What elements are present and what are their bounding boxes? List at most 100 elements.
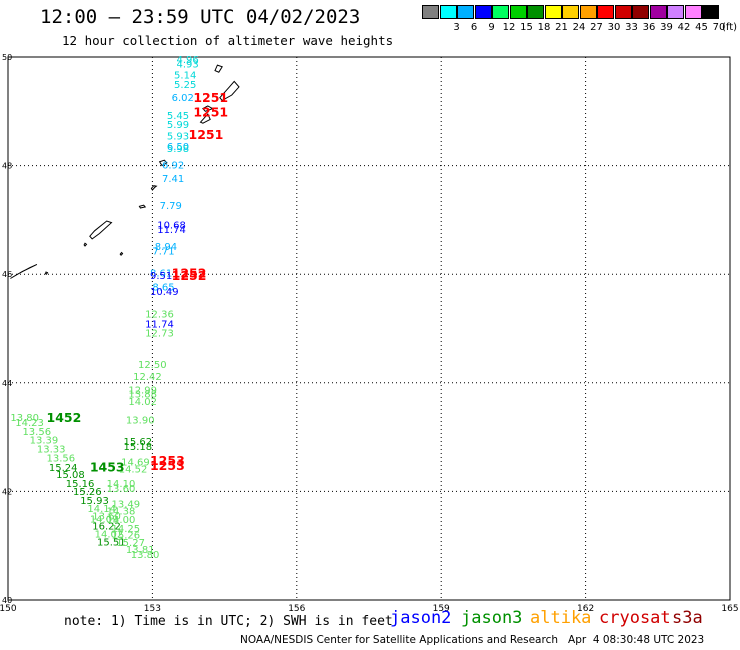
island-outline	[199, 113, 211, 124]
latitude-tick-label: 50	[2, 53, 12, 62]
wave-height-value: 12.99	[128, 386, 157, 397]
island-outline	[119, 251, 124, 256]
color-scale-label: 45	[695, 22, 708, 33]
island-outline	[89, 220, 113, 240]
color-scale-swatch	[597, 5, 614, 19]
color-scale-label: 21	[555, 22, 568, 33]
footer-credit: NOAA/NESDIS Center for Satellite Applica…	[240, 634, 705, 646]
longitude-tick-label: 159	[433, 604, 450, 614]
island-outline	[10, 263, 38, 279]
pass-time-label: 1253	[150, 458, 185, 473]
color-scale-label: 39	[660, 22, 673, 33]
wave-height-value: 4.96	[176, 55, 198, 66]
latitude-tick-label: 44	[2, 379, 12, 388]
wave-height-value: 8.61	[150, 268, 172, 279]
wave-height-value: 15.93	[80, 496, 109, 507]
wave-height-value: 14.69	[121, 457, 150, 468]
satellite-jason2-label: jason2	[390, 608, 452, 628]
island-outline	[83, 242, 88, 247]
color-scale-label: 12	[502, 22, 516, 33]
wave-height-value: 12.36	[145, 310, 174, 321]
wave-height-value: 13.80	[131, 550, 160, 561]
wave-height-value: 14.00	[107, 515, 136, 526]
island-outline	[214, 64, 223, 73]
color-scale-label: 70	[712, 22, 726, 33]
color-scale-label: 24	[572, 22, 586, 33]
wave-height-value: 13.88	[128, 389, 157, 400]
island-outline	[44, 271, 49, 275]
color-scale-label: 3	[453, 22, 460, 33]
wave-height-value: 12.73	[145, 329, 174, 340]
wave-height-value: 15.51	[97, 538, 126, 549]
color-scale-swatch	[527, 5, 544, 19]
wave-height-value: 15.24	[49, 463, 78, 474]
wave-height-value: 8.94	[155, 242, 177, 253]
color-scale-swatch	[632, 5, 649, 19]
color-scale-label: 27	[590, 22, 603, 33]
color-scale-swatch	[492, 5, 509, 19]
pass-time-label: 1251	[189, 127, 224, 142]
wave-height-value: 15.16	[66, 479, 95, 490]
wave-height-value: 14.25	[111, 524, 140, 535]
color-scale-label: 33	[625, 22, 638, 33]
island-outline	[150, 185, 158, 191]
wave-height-value: 10.68	[157, 221, 186, 232]
wave-height-value: 6.92	[162, 160, 184, 171]
wave-height-value: 13.60	[92, 512, 121, 523]
satellite-cryosat-label: cryosat	[599, 608, 671, 628]
pass-time-label: 1251	[193, 90, 228, 105]
wave-height-value: 15.18	[124, 442, 153, 453]
color-scale-swatch	[614, 5, 632, 19]
wave-height-value: 11.74	[157, 225, 186, 236]
wave-height-value: 16.22	[92, 521, 121, 532]
color-scale-swatch	[684, 5, 702, 19]
wave-height-value: 5.93	[167, 132, 189, 143]
island-outline	[158, 159, 168, 167]
color-scale-label: 18	[537, 22, 551, 33]
longitude-tick-label: 165	[721, 604, 738, 614]
wave-height-value: 13.39	[30, 436, 59, 447]
map-title: 12:00 – 23:59 UTC 04/02/2023	[40, 6, 361, 28]
wave-height-value: 15.62	[124, 437, 153, 448]
pass-time-label: 1253	[150, 453, 185, 468]
wave-height-value: 14.23	[15, 418, 44, 429]
color-scale-swatch	[474, 5, 492, 19]
color-scale-swatch	[509, 5, 527, 19]
longitude-tick-label: 156	[288, 604, 305, 614]
color-scale-swatch	[667, 5, 684, 19]
color-scale-unit: (ft)	[721, 22, 738, 33]
color-scale-swatch	[579, 5, 597, 19]
longitude-tick-label: 153	[144, 604, 161, 614]
wave-height-value: 8.65	[152, 282, 174, 293]
satellite-jason3-label: jason3	[461, 608, 523, 628]
color-scale-label: 15	[520, 22, 533, 33]
color-scale-label: 30	[607, 22, 621, 33]
wave-height-value: 6.50	[167, 142, 189, 153]
latitude-tick-label: 42	[2, 487, 12, 496]
pass-time-label: 1252	[172, 265, 207, 280]
map-frame	[7, 56, 731, 601]
latitude-tick-label: 46	[2, 270, 12, 279]
wave-height-value: 7.41	[162, 174, 184, 185]
wave-height-value: 12.50	[138, 360, 167, 371]
wave-height-value: 13.60	[107, 484, 136, 495]
latitude-tick-label: 48	[2, 162, 12, 171]
wave-height-value: 15.08	[56, 470, 85, 481]
footer-note: note: 1) Time is in UTC; 2) SWH is in fe…	[64, 614, 393, 629]
wave-height-value: 14.10	[107, 479, 136, 490]
wave-height-value: 13.56	[22, 427, 51, 438]
color-scale-swatch	[439, 5, 457, 19]
color-scale-swatch	[422, 5, 439, 19]
longitude-tick-label: 150	[0, 604, 17, 614]
island-outline	[138, 204, 147, 209]
wave-height-value: 9.51	[150, 271, 172, 282]
pass-time-label: 1452	[47, 410, 82, 425]
wave-height-value: 5.99	[167, 120, 189, 131]
wave-height-value: 10.49	[150, 287, 179, 298]
color-scale-label: 36	[642, 22, 656, 33]
wave-height-value: 6.02	[172, 93, 194, 104]
color-scale-swatch	[562, 5, 579, 19]
color-scale-swatch	[457, 5, 474, 19]
wave-height-value: 15.26	[73, 487, 102, 498]
